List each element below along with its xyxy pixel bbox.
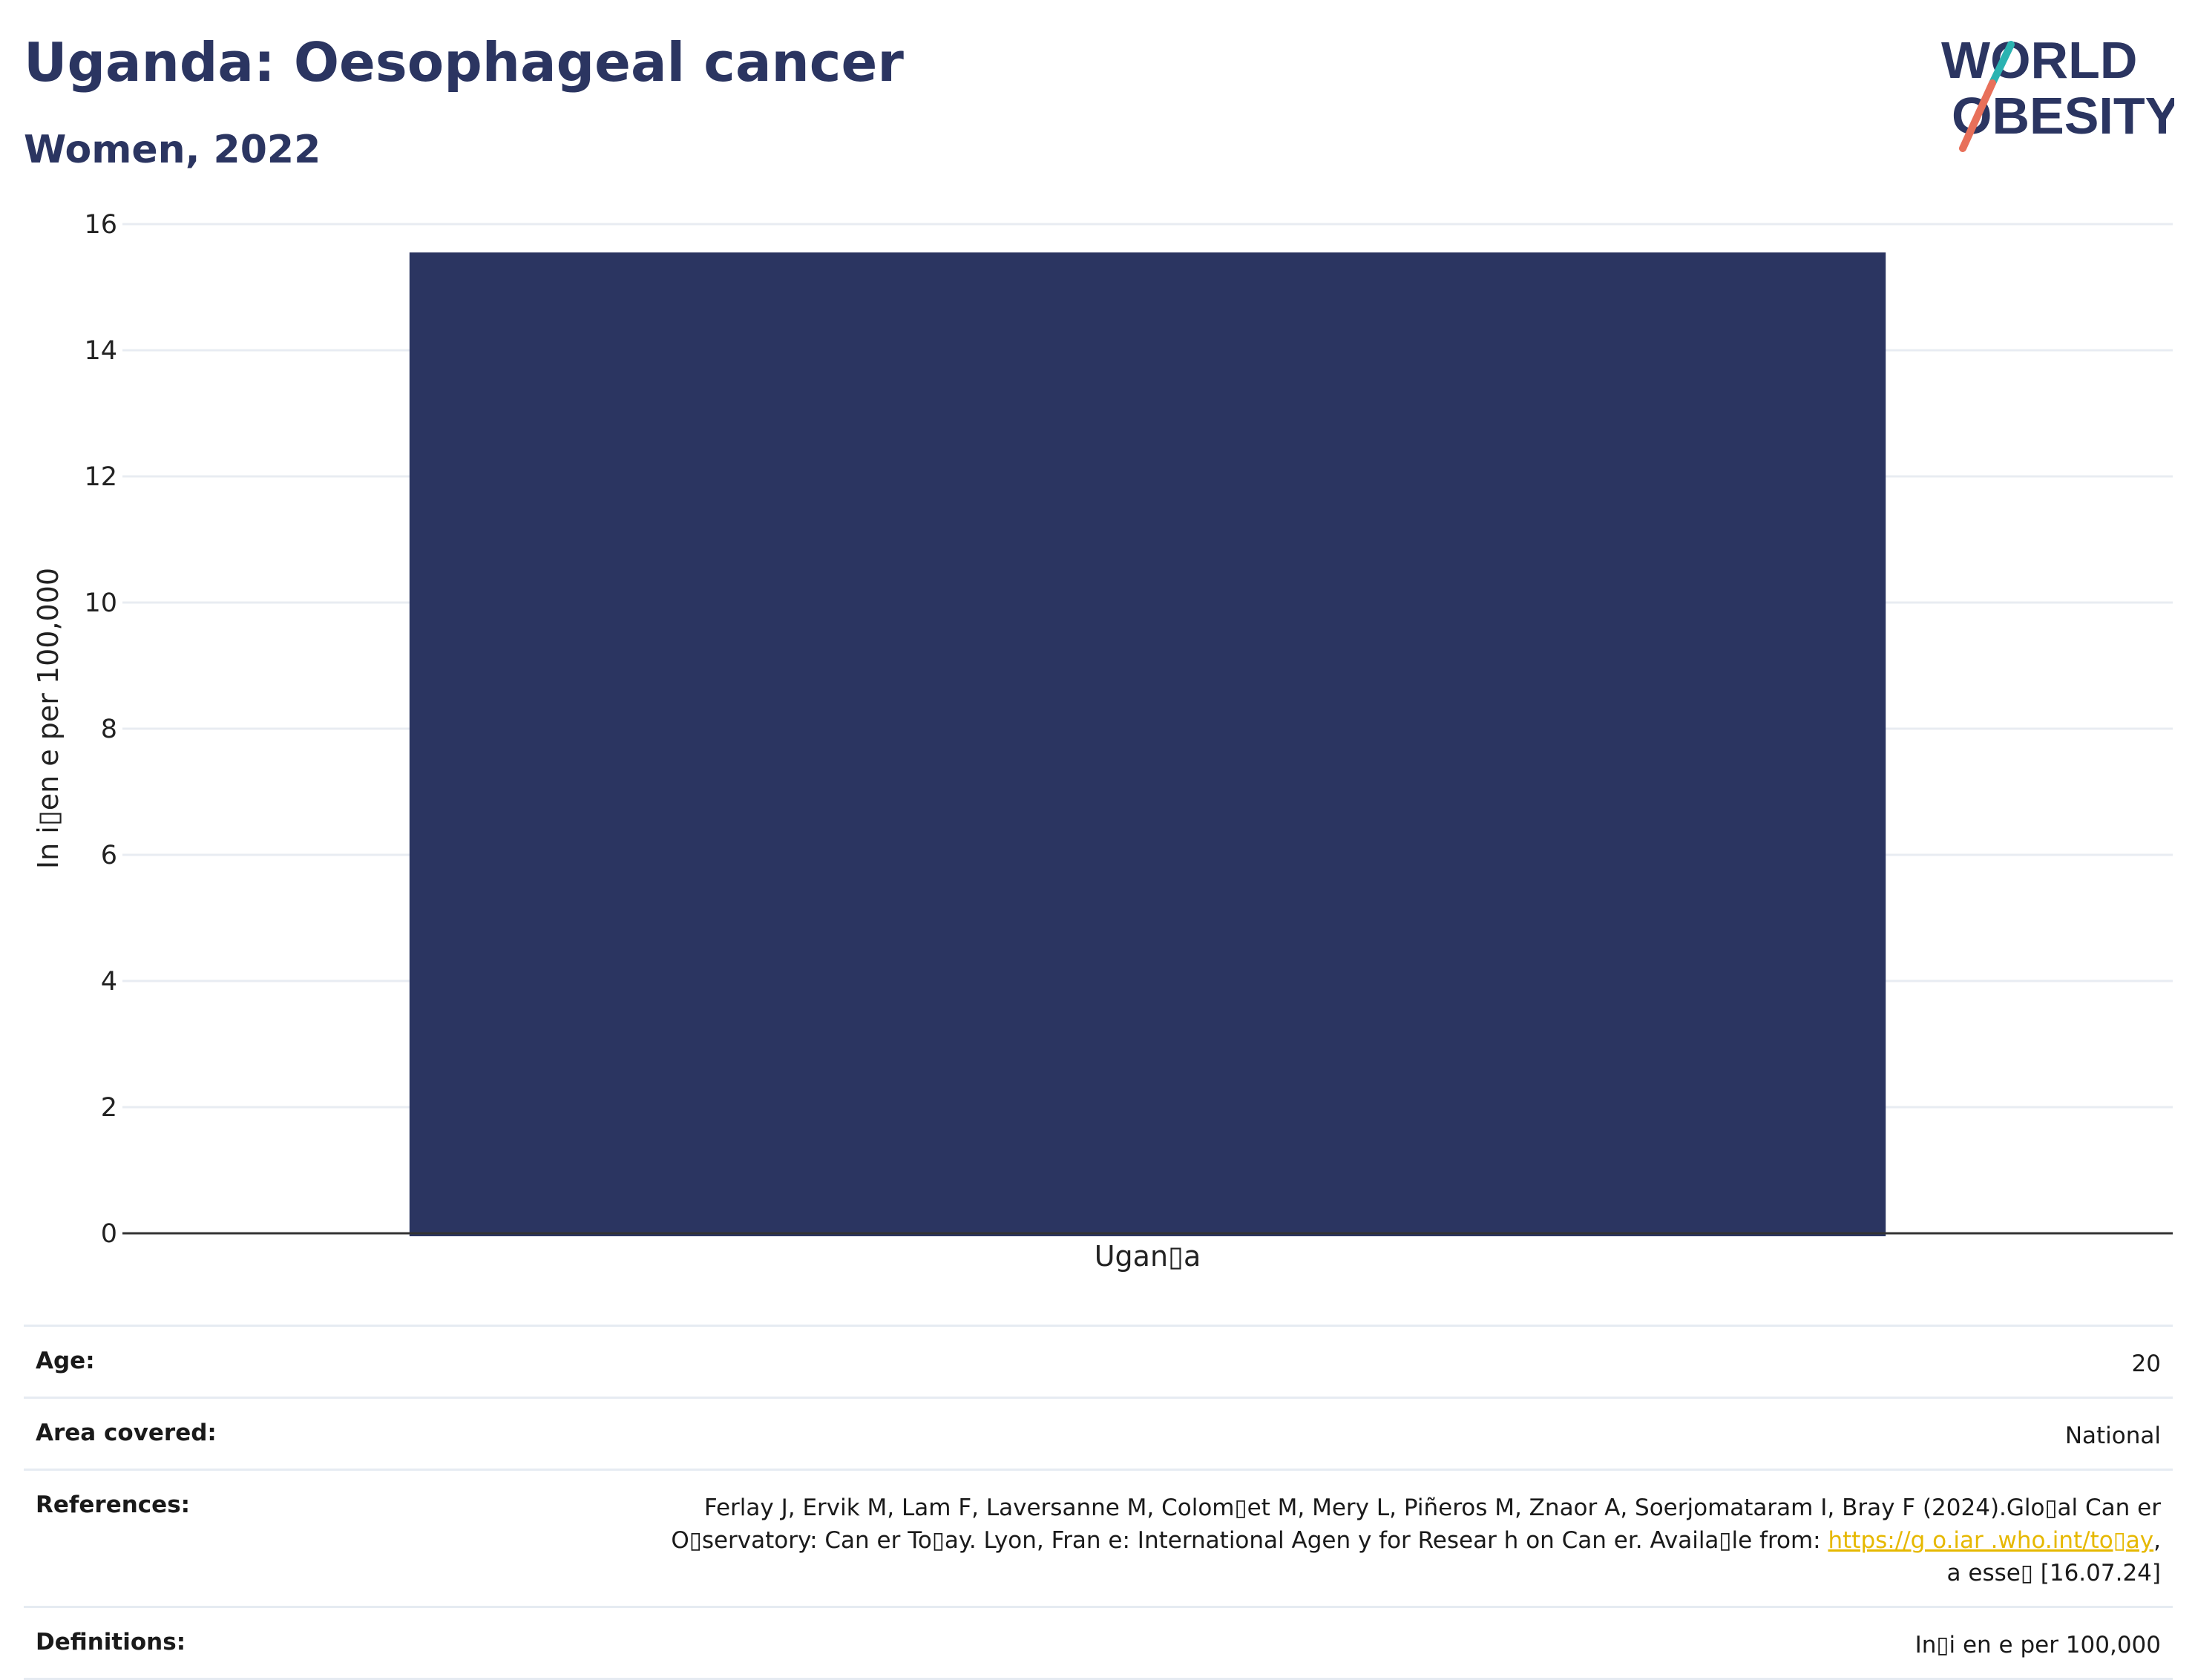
age-label: Age: [36, 1348, 95, 1374]
definitions-label: Definitions: [36, 1629, 186, 1656]
bar-chart: 0 2 4 6 8 10 12 14 16 Ugan▯a In i▯en e per 100,00… [32, 210, 2173, 1273]
references-label: References: [36, 1492, 191, 1518]
axes: 0 2 4 6 8 10 12 14 16 Ugan▯a [84, 210, 2173, 1273]
info-row-references: References: Ferlay J, Ervik M, Lam F, La… [24, 1469, 2173, 1606]
age-value: 20 [2131, 1351, 2161, 1377]
y-tick-label: 6 [101, 841, 117, 870]
area-label: Area covered: [36, 1420, 217, 1446]
page-title: Uganda: Oesophageal cancer [24, 31, 904, 93]
references-link[interactable]: https://g o.iar .who.int/to▯ay [1828, 1527, 2154, 1554]
bars [409, 252, 1886, 1236]
y-tick-label: 2 [101, 1093, 117, 1123]
y-tick-label: 0 [101, 1219, 117, 1249]
references-line-3: a esse▯ [16.07.24] [1946, 1560, 2161, 1587]
area-value: National [2064, 1423, 2161, 1449]
y-tick-label: 16 [84, 210, 117, 240]
references-line-2: O▯servatory: Can er To▯ay. Lyon, Fran e:… [671, 1527, 1828, 1554]
y-tick-label: 14 [84, 336, 117, 366]
y-tick-label: 8 [101, 715, 117, 744]
info-row-age: Age: 20 [24, 1325, 2173, 1397]
world-obesity-logo: WORLD OBESITY [1941, 31, 2174, 152]
references-value: Ferlay J, Ervik M, Lam F, Laversanne M, … [671, 1492, 2161, 1589]
info-table: Age: 20 Area covered: National Reference… [24, 1325, 2173, 1680]
bar[interactable] [409, 252, 1886, 1236]
logo-text-world: WORLD [1941, 31, 2137, 89]
references-line-1: Ferlay J, Ervik M, Lam F, Laversanne M, … [703, 1494, 2161, 1521]
y-axis-label: In i▯en e per 100,000 [32, 568, 65, 869]
logo-slash-teal [1989, 41, 2015, 87]
logo-slash-coral [1959, 79, 1996, 152]
y-tick-label: 12 [84, 462, 117, 492]
references-line-2-end: , [2153, 1527, 2161, 1554]
x-tick-label: Ugan▯a [1095, 1240, 1201, 1273]
info-row-definitions: Definitions: In▯i en e per 100,000 [24, 1606, 2173, 1680]
y-tick-label: 4 [101, 967, 117, 997]
definitions-value: In▯i en e per 100,000 [1915, 1632, 2161, 1658]
info-row-area: Area covered: National [24, 1397, 2173, 1469]
y-tick-label: 10 [84, 588, 117, 618]
page-subtitle: Women, 2022 [24, 128, 321, 172]
